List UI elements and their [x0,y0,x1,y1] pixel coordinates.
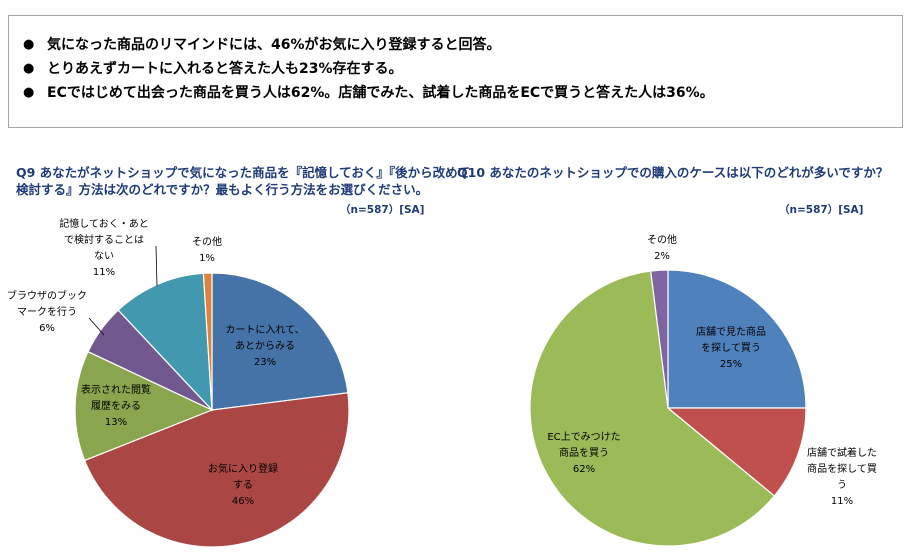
slice-category-label: で検討することは [64,233,144,246]
slice-category-label: 履歴をみる [91,400,141,412]
slice-label: カートに入れて、あとからみる 23% [225,324,304,368]
slice-value-label: 25% [720,359,742,370]
bullet-icon: ● [23,85,35,100]
pie-slice [529,270,776,547]
bullet-icon: ● [23,61,35,76]
slice-label: 店舗で見た商品を探して買う 25% [696,325,766,370]
slice-category-label: する [233,479,253,491]
pie-slice [211,272,349,411]
leader-line [155,245,158,287]
slice-value-label: 11% [831,496,853,507]
slice-category-label: あとからみる [235,340,295,352]
pie-slice [74,350,214,462]
slice-category-label: ない [94,250,114,262]
summary-text: 気になった商品のリマインドには、46%がお気に入り登録すると回答。 [47,37,501,53]
slice-category-label: 記憶しておく・あと [59,217,148,230]
slice-label: その他 2% [647,233,677,262]
q9-sample-size: （n=587）[SA] [340,204,425,216]
slice-category-label: ブラウザのブック [7,289,87,302]
slice-label: 表示された閲覧履歴をみる 13% [81,383,151,428]
summary-list: ● 気になった商品のリマインドには、46%がお気に入り登録すると回答。 ● とりあえ… [9,16,902,105]
slice-category-label: お気に入り登録 [208,462,278,475]
summary-item: ● 気になった商品のリマインドには、46%がお気に入り登録すると回答。 [23,33,902,57]
q10-sample-size: （n=587）[SA] [779,204,864,216]
pie-slice [650,269,669,409]
slice-label: 記憶しておく・あとで検討することはない 11% [59,217,148,278]
slice-value-label: 13% [105,417,127,428]
pie-slice [666,407,807,497]
slice-label: その他 1% [192,235,222,264]
slice-category-label: カートに入れて、 [225,324,304,336]
slice-label: ブラウザのブックマークを行う 6% [7,289,87,334]
summary-text: とりあえずカートに入れると答えた人も23%存在する。 [47,61,403,77]
slice-value-label: 6% [39,323,55,334]
q9-title-line: 検討する』方法は次のどれですか？最もよく行う方法をお選びください。 [16,182,429,197]
slice-category-label: 商品を買う [559,446,609,459]
slice-value-label: 62% [573,464,595,475]
slice-category-label: 商品を探して買 [807,462,877,475]
summary-item: ● とりあえずカートに入れると答えた人も23%存在する。 [23,57,902,81]
slice-value-label: 2% [654,251,670,262]
slice-category-label: う [837,479,847,491]
slice-category-label: 店舗で試着した [807,446,877,459]
slice-label: EC上でみつけた商品を買う 62% [547,431,620,475]
q9-title: Q9 あなたがネットショップで気になった商品を『記憶しておく』『後から改めて 検… [16,164,470,198]
pie-slice [202,272,213,411]
slice-category-label: マークを行う [17,305,77,318]
slice-label: 店舗で試着した商品を探して買う 11% [807,446,877,507]
q10-title: Q10 あなたのネットショップでの購入のケースは以下のどれが多いですか？ [457,165,889,180]
slice-category-label: を探して買う [701,341,761,354]
summary-box: ● 気になった商品のリマインドには、46%がお気に入り登録すると回答。 ● とりあえ… [8,15,903,128]
pie-slice [667,269,807,409]
q10-pie: 店舗で見た商品を探して買う 25% 店舗で試着した商品を探して買う 11% EC上でみつ… [529,233,877,547]
slice-category-label: 店舗で見た商品 [696,325,766,338]
pie-slice [117,272,213,412]
slice-label: お気に入り登録する 46% [208,462,278,507]
summary-text: ECではじめて出会った商品を買う人は62%。店舗でみた、試着した商品をECで買う… [47,85,714,101]
slice-category-label: EC上でみつけた [547,431,620,443]
bullet-icon: ● [23,37,35,52]
q9-pie: カートに入れて、あとからみる 23% お気に入り登録する 46% 表示された閲覧履歴をみ… [7,217,350,548]
slice-category-label: その他 [192,235,222,248]
slice-value-label: 46% [232,496,254,507]
slice-value-label: 23% [254,357,276,368]
slice-category-label: その他 [647,233,677,246]
slice-value-label: 11% [93,267,115,278]
pie-slice [83,392,350,548]
leader-line [88,317,105,336]
slice-category-label: 表示された閲覧 [81,383,151,396]
slice-value-label: 1% [199,253,215,264]
summary-item: ● ECではじめて出会った商品を買う人は62%。店舗でみた、試着した商品をECで買… [23,81,902,105]
q9-title-line: Q9 あなたがネットショップで気になった商品を『記憶しておく』『後から改めて [16,165,471,180]
